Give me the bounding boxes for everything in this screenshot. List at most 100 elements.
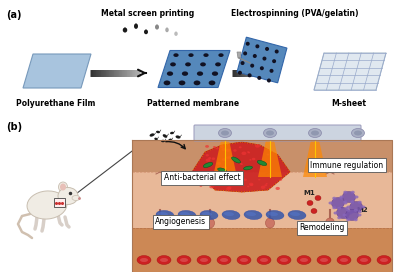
Ellipse shape [134,24,138,29]
Ellipse shape [222,158,226,161]
Ellipse shape [212,184,216,186]
Text: (a): (a) [6,10,22,20]
Ellipse shape [250,64,254,68]
Ellipse shape [222,211,240,220]
Ellipse shape [155,25,159,30]
Polygon shape [123,27,127,29]
Ellipse shape [264,184,267,186]
Ellipse shape [329,202,333,205]
Ellipse shape [351,191,355,194]
Ellipse shape [164,81,170,85]
Ellipse shape [221,131,229,135]
Ellipse shape [317,255,331,264]
Ellipse shape [343,191,347,194]
Ellipse shape [277,255,291,264]
Ellipse shape [209,180,211,182]
Ellipse shape [238,71,242,75]
Ellipse shape [337,207,341,210]
Ellipse shape [340,197,344,200]
Ellipse shape [60,184,66,190]
Ellipse shape [249,159,251,161]
Ellipse shape [137,255,151,264]
Ellipse shape [219,128,232,138]
Ellipse shape [261,186,266,189]
Ellipse shape [174,32,178,36]
Ellipse shape [156,211,174,220]
Ellipse shape [267,79,271,82]
Polygon shape [314,53,386,90]
Ellipse shape [297,255,311,264]
Ellipse shape [307,200,313,206]
Ellipse shape [265,47,269,51]
Ellipse shape [206,159,210,162]
Ellipse shape [197,72,203,76]
Ellipse shape [345,216,349,219]
FancyBboxPatch shape [54,198,65,207]
Ellipse shape [233,149,237,152]
Ellipse shape [337,255,351,264]
Ellipse shape [280,258,288,262]
Ellipse shape [167,72,173,76]
Polygon shape [158,51,230,88]
Ellipse shape [215,62,221,66]
Ellipse shape [208,157,211,159]
Ellipse shape [354,131,362,135]
Ellipse shape [377,255,391,264]
Text: Angiogenesis: Angiogenesis [156,218,206,227]
Ellipse shape [178,81,185,85]
Ellipse shape [290,212,300,216]
Ellipse shape [213,146,216,148]
Ellipse shape [202,212,212,216]
Ellipse shape [275,187,280,190]
Polygon shape [258,140,282,177]
Ellipse shape [188,53,193,57]
Ellipse shape [176,135,180,139]
Ellipse shape [336,208,349,219]
Ellipse shape [311,209,317,214]
FancyBboxPatch shape [132,172,392,228]
Ellipse shape [266,131,274,135]
Ellipse shape [250,184,253,186]
Ellipse shape [229,156,233,159]
Ellipse shape [346,206,351,209]
Ellipse shape [346,209,350,212]
Ellipse shape [170,62,176,66]
Ellipse shape [144,30,148,34]
Text: M2: M2 [356,207,368,213]
Ellipse shape [268,212,278,216]
Ellipse shape [344,202,348,205]
Ellipse shape [350,201,354,204]
Ellipse shape [206,154,209,156]
Ellipse shape [220,145,224,148]
Ellipse shape [197,255,211,264]
Ellipse shape [200,258,208,262]
Ellipse shape [342,214,346,217]
Text: Anti-bacterial effect: Anti-bacterial effect [164,174,240,183]
Ellipse shape [221,148,226,151]
Ellipse shape [288,211,306,220]
Ellipse shape [170,132,174,134]
Ellipse shape [337,216,341,219]
Ellipse shape [332,206,336,209]
Ellipse shape [237,255,251,264]
Ellipse shape [203,162,213,168]
Text: Polyurethane Film: Polyurethane Film [16,98,96,107]
Ellipse shape [247,73,252,77]
Ellipse shape [257,160,267,166]
Text: (b): (b) [6,122,22,132]
Polygon shape [213,140,237,177]
Ellipse shape [217,162,221,165]
Ellipse shape [177,255,191,264]
Ellipse shape [260,66,264,70]
Ellipse shape [247,151,249,153]
Ellipse shape [199,185,202,187]
Ellipse shape [340,206,344,209]
Ellipse shape [240,171,242,172]
Ellipse shape [320,258,328,262]
Ellipse shape [253,54,257,58]
Ellipse shape [227,186,232,189]
Ellipse shape [332,197,336,200]
Ellipse shape [255,44,259,48]
Ellipse shape [258,179,260,181]
Polygon shape [144,29,148,31]
